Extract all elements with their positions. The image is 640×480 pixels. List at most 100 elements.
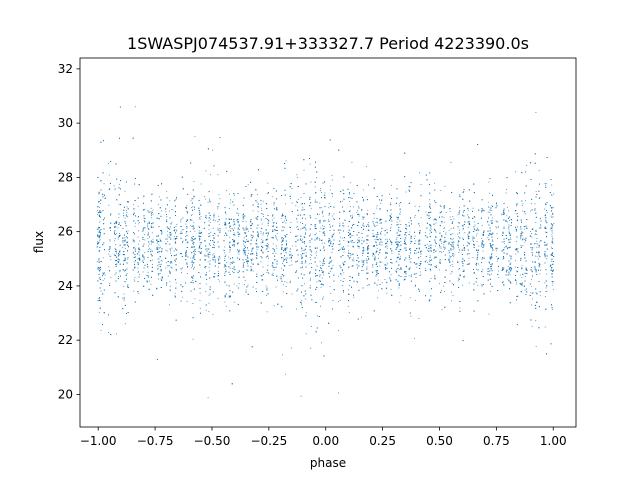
data-point bbox=[523, 239, 525, 240]
data-point bbox=[372, 255, 374, 257]
data-point bbox=[114, 222, 116, 224]
data-point bbox=[245, 229, 247, 231]
data-point bbox=[246, 226, 248, 228]
data-point bbox=[526, 164, 528, 166]
data-point bbox=[553, 223, 555, 224]
data-point bbox=[103, 183, 105, 185]
data-point bbox=[534, 260, 536, 262]
data-point bbox=[509, 255, 511, 257]
data-point bbox=[361, 239, 363, 241]
data-point bbox=[205, 170, 207, 172]
data-point bbox=[524, 254, 526, 256]
data-point bbox=[536, 240, 538, 242]
data-point bbox=[223, 266, 225, 268]
data-point bbox=[193, 252, 195, 254]
data-point bbox=[521, 235, 523, 237]
data-point bbox=[262, 200, 264, 202]
data-point bbox=[531, 285, 533, 287]
data-point bbox=[195, 237, 197, 239]
data-point bbox=[142, 271, 144, 273]
data-point bbox=[204, 248, 206, 250]
data-point bbox=[430, 230, 432, 232]
data-point bbox=[521, 265, 523, 267]
data-point bbox=[328, 219, 330, 221]
data-point bbox=[204, 266, 206, 268]
data-point bbox=[329, 227, 331, 228]
data-point bbox=[466, 241, 468, 243]
data-point bbox=[219, 255, 221, 257]
data-point bbox=[124, 270, 125, 272]
data-point bbox=[351, 266, 353, 267]
data-point bbox=[291, 260, 293, 262]
data-point bbox=[126, 206, 128, 208]
data-point bbox=[314, 186, 316, 188]
data-point bbox=[232, 228, 234, 230]
data-point bbox=[372, 266, 374, 268]
data-point bbox=[115, 226, 117, 228]
data-point bbox=[169, 304, 170, 306]
data-point bbox=[420, 264, 421, 266]
data-point bbox=[328, 203, 330, 205]
data-point bbox=[225, 268, 227, 270]
data-point bbox=[505, 192, 507, 194]
data-point bbox=[339, 243, 341, 245]
data-point bbox=[408, 222, 410, 223]
data-point bbox=[199, 232, 201, 234]
data-point bbox=[324, 242, 325, 244]
data-point bbox=[123, 293, 125, 295]
data-point bbox=[374, 179, 376, 180]
data-point bbox=[296, 174, 298, 176]
data-point bbox=[224, 257, 226, 259]
data-point bbox=[363, 239, 365, 241]
data-point bbox=[374, 238, 376, 240]
data-point bbox=[321, 239, 323, 241]
data-point bbox=[170, 252, 172, 254]
data-point bbox=[160, 210, 162, 212]
data-point bbox=[415, 277, 417, 278]
data-point bbox=[239, 249, 241, 251]
data-point bbox=[510, 269, 512, 270]
data-point bbox=[321, 242, 323, 244]
data-point bbox=[285, 258, 286, 260]
data-point bbox=[289, 280, 291, 282]
data-point bbox=[138, 223, 140, 225]
data-point bbox=[340, 279, 342, 281]
data-point bbox=[262, 234, 264, 236]
data-point bbox=[124, 323, 126, 325]
data-point bbox=[390, 202, 391, 204]
data-point bbox=[443, 221, 445, 223]
data-point bbox=[458, 251, 460, 253]
data-point bbox=[132, 240, 134, 242]
data-point bbox=[435, 265, 437, 267]
data-point bbox=[361, 269, 363, 271]
data-point bbox=[98, 212, 99, 214]
data-point bbox=[536, 246, 538, 248]
data-point bbox=[217, 270, 219, 272]
data-point bbox=[410, 261, 412, 263]
data-point bbox=[225, 305, 227, 307]
data-point bbox=[209, 293, 211, 295]
data-point bbox=[506, 215, 508, 217]
data-point bbox=[467, 263, 469, 265]
data-point bbox=[441, 309, 443, 311]
data-point bbox=[170, 234, 172, 236]
data-point bbox=[187, 267, 189, 269]
data-point bbox=[233, 194, 235, 196]
data-point bbox=[411, 274, 413, 276]
data-point bbox=[119, 183, 121, 185]
data-point bbox=[166, 238, 168, 240]
data-point bbox=[319, 276, 321, 278]
data-point bbox=[150, 211, 152, 213]
data-point bbox=[552, 282, 554, 284]
data-point bbox=[138, 254, 140, 256]
data-point bbox=[230, 218, 232, 220]
data-point bbox=[430, 249, 432, 251]
data-point bbox=[347, 256, 349, 258]
data-point bbox=[318, 238, 320, 240]
data-point bbox=[444, 241, 446, 243]
data-point bbox=[99, 201, 101, 202]
data-point bbox=[321, 342, 322, 344]
data-point bbox=[398, 223, 400, 225]
data-point bbox=[99, 240, 101, 242]
data-point bbox=[247, 263, 248, 265]
